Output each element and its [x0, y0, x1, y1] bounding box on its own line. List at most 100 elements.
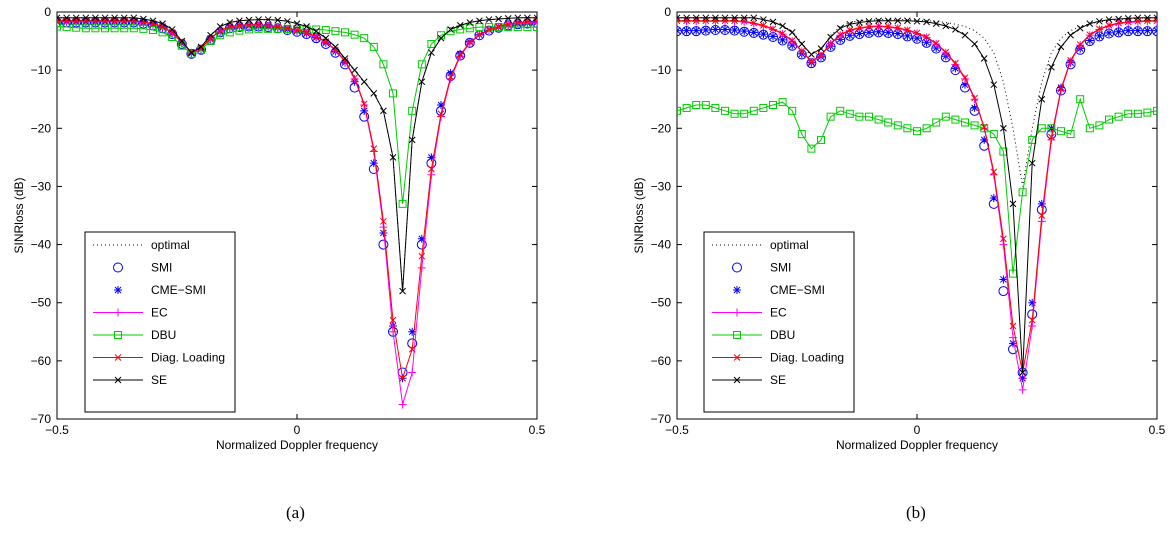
- data-point: [702, 17, 710, 25]
- data-point: [836, 106, 845, 115]
- legend-label: EC: [770, 306, 787, 320]
- data-point: [1000, 235, 1007, 243]
- data-point: [845, 31, 854, 40]
- data-point: [485, 16, 493, 23]
- data-point: [110, 24, 119, 33]
- data-point: [932, 40, 940, 47]
- data-point: [1105, 28, 1113, 37]
- data-point: [1047, 124, 1056, 133]
- data-point: [1048, 63, 1055, 71]
- series-group: [57, 14, 537, 409]
- data-point: [692, 17, 700, 25]
- data-point: [369, 42, 378, 51]
- data-point: [399, 374, 406, 382]
- data-point: [1085, 124, 1094, 133]
- series-group: [677, 14, 1157, 394]
- data-point: [951, 115, 960, 124]
- data-point: [264, 16, 272, 23]
- data-point: [1086, 20, 1094, 27]
- data-point: [245, 16, 253, 24]
- legend-item: optimal: [712, 238, 809, 252]
- data-point: [817, 135, 825, 144]
- data-point: [293, 26, 301, 34]
- data-point: [101, 17, 109, 25]
- data-point: [408, 345, 416, 353]
- data-point: [855, 29, 864, 38]
- data-point: [682, 26, 691, 35]
- data-point: [1009, 339, 1017, 348]
- legend-marker: [114, 331, 122, 339]
- legend-label: DBU: [151, 328, 176, 342]
- data-point: [92, 17, 99, 25]
- data-point: [1086, 31, 1094, 39]
- data-point: [284, 17, 291, 25]
- data-point: [533, 14, 537, 22]
- data-point: [523, 23, 532, 32]
- series-6: [57, 14, 537, 295]
- data-point: [389, 316, 397, 324]
- data-point: [1057, 85, 1065, 93]
- data-point: [942, 22, 950, 30]
- data-point: [1018, 374, 1027, 383]
- legend-marker: [732, 262, 742, 273]
- data-point: [923, 33, 930, 41]
- data-point: [293, 20, 301, 27]
- data-point: [750, 14, 758, 22]
- data-point: [1114, 112, 1123, 121]
- data-point: [865, 112, 873, 121]
- data-point: [913, 29, 921, 37]
- data-point: [1144, 14, 1151, 22]
- data-point: [101, 24, 109, 33]
- data-point: [712, 14, 719, 22]
- legend-label: SMI: [151, 261, 172, 275]
- data-point: [980, 124, 989, 133]
- data-point: [1048, 133, 1055, 141]
- legend-label: SMI: [770, 261, 791, 275]
- data-point: [903, 31, 912, 40]
- data-point: [941, 112, 950, 121]
- data-point: [970, 103, 979, 112]
- data-point: [1153, 14, 1157, 22]
- data-point: [1152, 26, 1157, 37]
- data-point: [731, 14, 738, 22]
- data-point: [721, 17, 729, 25]
- data-point: [447, 26, 454, 33]
- legend-marker: [733, 331, 741, 339]
- caption-b: (b): [906, 503, 926, 522]
- data-point: [408, 136, 416, 144]
- data-point: [1133, 109, 1142, 118]
- data-point: [111, 14, 118, 22]
- data-point: [428, 165, 435, 173]
- y-tick-label: −30: [31, 179, 52, 193]
- data-point: [740, 14, 748, 22]
- data-point: [760, 16, 767, 23]
- x-tick-label: 0: [294, 423, 301, 437]
- legend: optimal SMI CME−SMI EC DBU Diag. Loading SE: [703, 231, 855, 413]
- data-point: [970, 121, 979, 130]
- legend-marker: [114, 308, 122, 317]
- data-point: [750, 19, 758, 27]
- data-point: [101, 14, 109, 22]
- data-point: [389, 89, 397, 98]
- data-point: [807, 144, 816, 153]
- y-tick-label: −70: [31, 412, 52, 426]
- data-point: [893, 29, 902, 38]
- data-point: [759, 103, 768, 112]
- data-point: [466, 38, 474, 46]
- data-point: [817, 51, 825, 59]
- legend-item: optimal: [93, 238, 190, 252]
- data-point: [197, 44, 205, 52]
- data-point: [72, 23, 81, 32]
- data-point: [1057, 43, 1065, 51]
- data-point: [207, 31, 214, 39]
- caption-a: (a): [286, 503, 305, 522]
- data-point: [856, 19, 863, 26]
- data-point: [701, 26, 710, 35]
- legend-item: SE: [712, 373, 786, 387]
- data-point: [1000, 124, 1007, 132]
- data-point: [913, 34, 921, 43]
- data-point: [475, 23, 484, 32]
- data-point: [235, 26, 244, 35]
- data-point: [158, 28, 167, 37]
- data-point: [721, 25, 729, 34]
